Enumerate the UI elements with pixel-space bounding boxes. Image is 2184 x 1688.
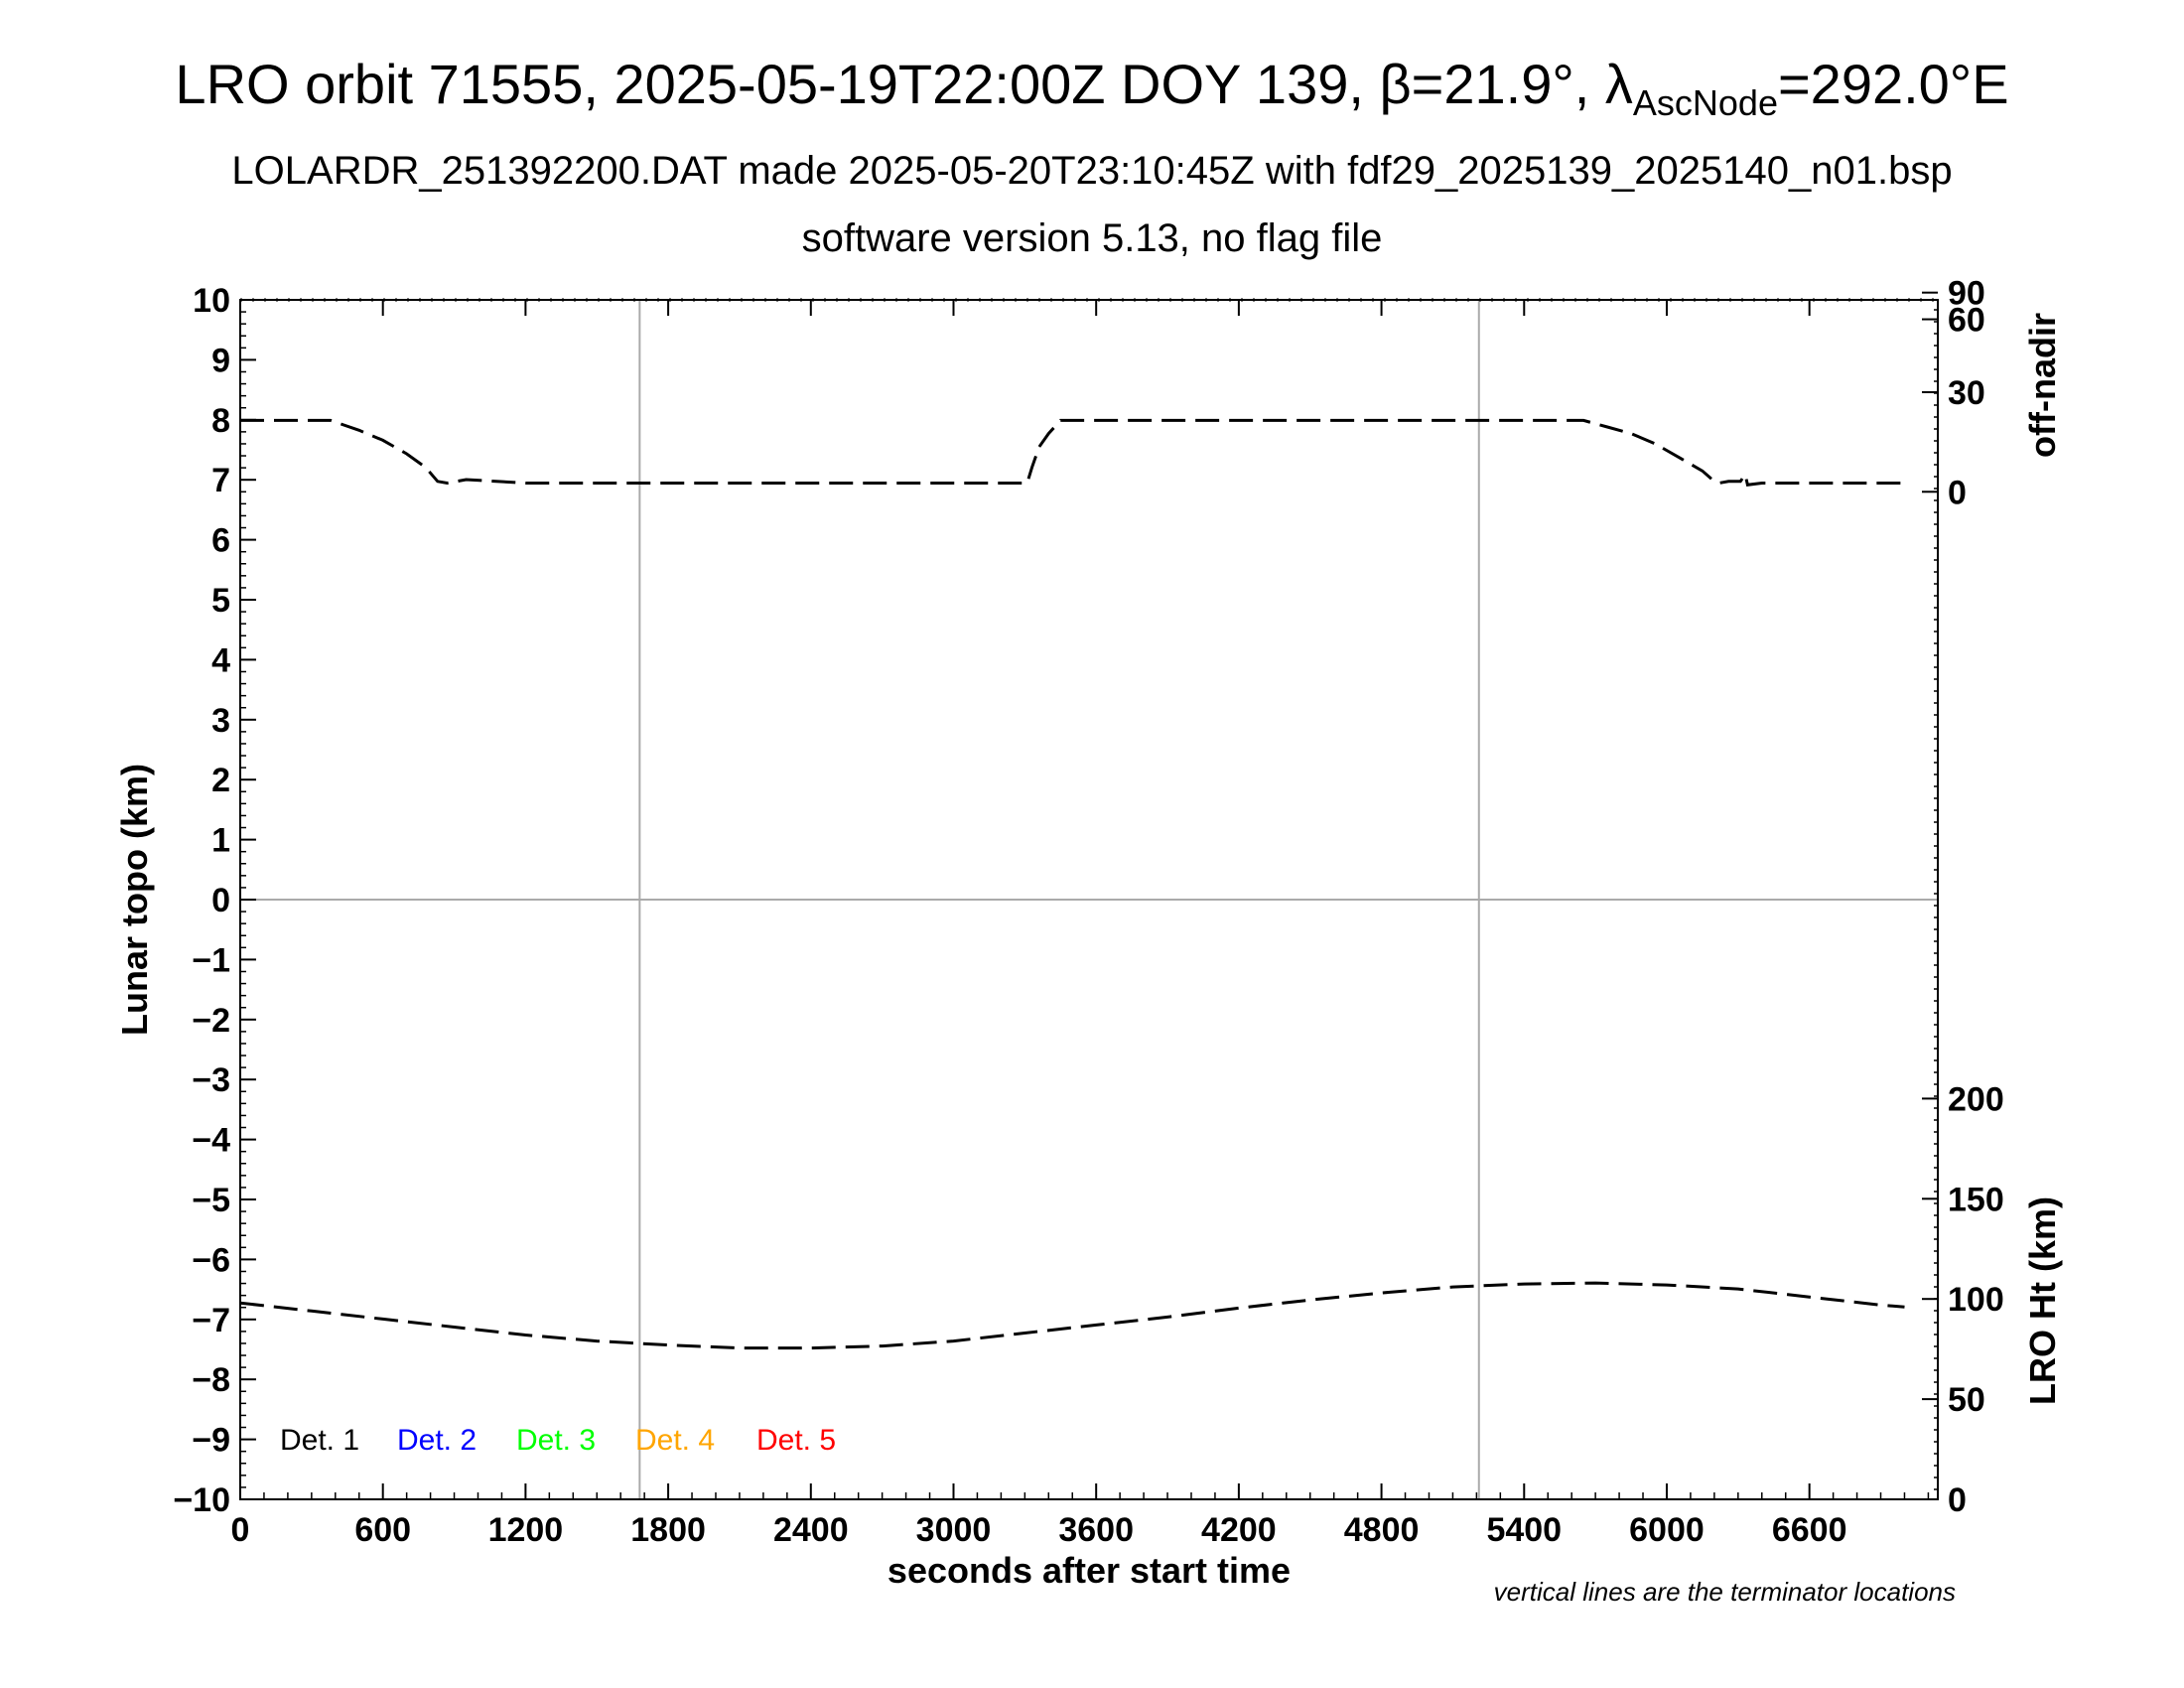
y-tick-label: −7 xyxy=(192,1302,230,1339)
height-tick-label: 150 xyxy=(1948,1181,2004,1218)
y-tick-label: −9 xyxy=(192,1422,230,1460)
offnadir-tick-label: 0 xyxy=(1948,474,1967,511)
height-tick-label: 100 xyxy=(1948,1281,2004,1319)
y-tick-label: −5 xyxy=(192,1182,230,1219)
legend-item-det-5: Det. 5 xyxy=(756,1424,836,1457)
offnadir-tick-label: 90 xyxy=(1948,275,1985,313)
offnadir-tick-label: 60 xyxy=(1948,302,1985,340)
y-tick-label: 2 xyxy=(211,762,230,799)
y-tick-label: −1 xyxy=(192,941,230,979)
y-tick-label: 8 xyxy=(211,402,230,440)
height-tick-label: 0 xyxy=(1948,1481,1967,1519)
y-tick-label: 5 xyxy=(211,582,230,620)
chart-title: LRO orbit 71555, 2025-05-19T22:00Z DOY 1… xyxy=(0,52,2184,124)
x-tick-label: 1200 xyxy=(488,1511,564,1549)
y-axis-title: Lunar topo (km) xyxy=(114,764,155,1036)
legend-item-det-2: Det. 2 xyxy=(397,1424,477,1457)
x-tick-label: 4800 xyxy=(1344,1511,1420,1549)
legend: Det. 1 Det. 2 Det. 3 Det. 4 Det. 5 xyxy=(280,1424,836,1457)
chart-title-main: LRO orbit 71555, 2025-05-19T22:00Z DOY 1… xyxy=(175,53,1633,115)
legend-item-det-1: Det. 1 xyxy=(280,1424,359,1457)
y-tick-label: 7 xyxy=(211,462,230,499)
offnadir-tick-label: 30 xyxy=(1948,374,1985,412)
y-tick-label: 0 xyxy=(211,882,230,919)
terminator-note: vertical lines are the terminator locati… xyxy=(1493,1577,1956,1607)
y-tick-label: −4 xyxy=(192,1122,230,1160)
x-tick-label: 4200 xyxy=(1201,1511,1277,1549)
x-tick-label: 0 xyxy=(231,1511,250,1549)
y-tick-label: 4 xyxy=(211,641,230,679)
labels-layer: 0 600 1200 1800 2400 3000 3600 4200 4800 5400 6000… xyxy=(114,275,2063,1591)
offnadir-series-line xyxy=(240,418,1905,487)
chart-subtitle-version: software version 5.13, no flag file xyxy=(801,216,1383,260)
x-tick-label: 2400 xyxy=(773,1511,849,1549)
y-tick-label: 6 xyxy=(211,522,230,560)
x-tick-label: 600 xyxy=(354,1511,411,1549)
height-axis-title: LRO Ht (km) xyxy=(2022,1196,2063,1405)
y-tick-label: 10 xyxy=(193,282,230,320)
x-tick-label: 6000 xyxy=(1629,1511,1705,1549)
chart-subtitle: LOLARDR_251392200.DAT made 2025-05-20T23… xyxy=(231,149,1953,193)
y-tick-label: 3 xyxy=(211,702,230,740)
y-tick-label: 9 xyxy=(211,342,230,379)
y-tick-label: −3 xyxy=(192,1061,230,1099)
height-tick-label: 50 xyxy=(1948,1381,1985,1419)
ticks-layer xyxy=(239,291,1938,1500)
legend-item-det-4: Det. 4 xyxy=(635,1424,715,1457)
y-tick-label: −10 xyxy=(173,1481,230,1519)
y-tick-label: 1 xyxy=(211,822,230,860)
height-series-line xyxy=(239,1281,1905,1350)
x-axis-title: seconds after start time xyxy=(887,1550,1291,1591)
series-layer xyxy=(239,418,1905,1350)
legend-item-det-3: Det. 3 xyxy=(516,1424,596,1457)
chart-title-subscript: AscNode xyxy=(1632,82,1778,123)
y-tick-label: −2 xyxy=(192,1002,230,1040)
y-tick-label: −8 xyxy=(192,1361,230,1399)
height-tick-label: 200 xyxy=(1948,1080,2004,1118)
x-tick-label: 6600 xyxy=(1772,1511,1847,1549)
y-tick-label: −6 xyxy=(192,1241,230,1279)
x-tick-label: 5400 xyxy=(1486,1511,1562,1549)
x-tick-label: 1800 xyxy=(630,1511,706,1549)
chart-title-suffix: =292.0°E xyxy=(1777,53,2009,115)
x-tick-label: 3000 xyxy=(916,1511,992,1549)
offnadir-axis-title: off-nadir xyxy=(2022,313,2063,458)
x-tick-label: 3600 xyxy=(1058,1511,1134,1549)
grid-layer xyxy=(240,300,1938,1499)
